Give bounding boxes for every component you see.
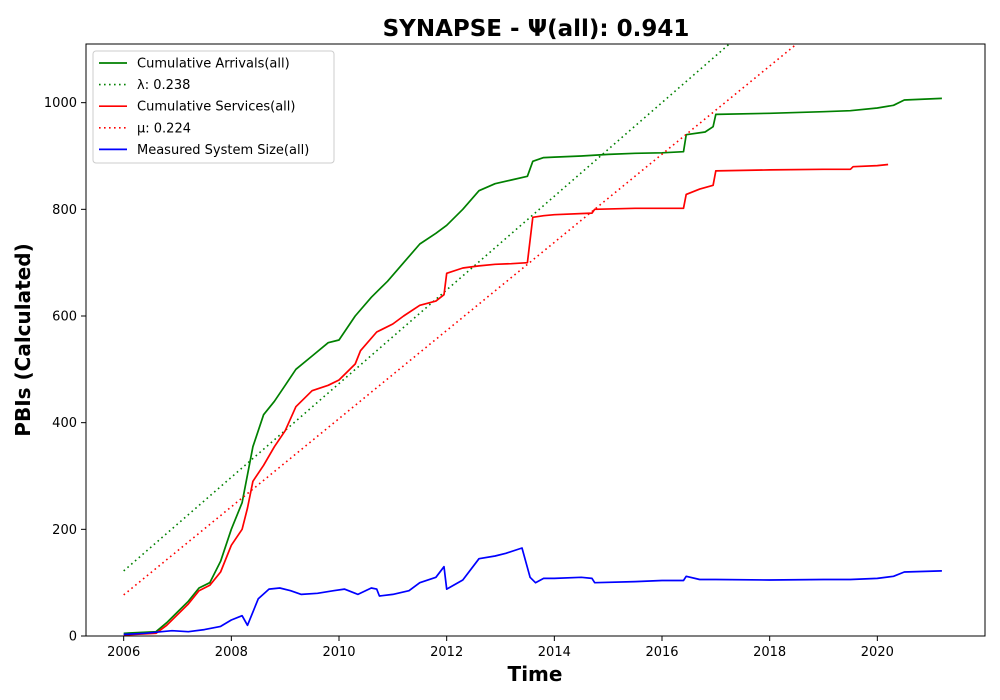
x-tick-label: 2014 <box>538 645 571 660</box>
chart-title: SYNAPSE - Ψ(all): 0.941 <box>383 16 690 42</box>
legend-label-4: Measured System Size(all) <box>137 143 309 158</box>
series-line-4 <box>124 548 942 634</box>
y-tick-label: 0 <box>69 630 77 645</box>
series-line-0 <box>124 98 942 633</box>
legend-label-1: λ: 0.238 <box>137 78 190 93</box>
x-tick-label: 2020 <box>861 645 894 660</box>
series-line-2 <box>124 165 888 635</box>
y-tick-label: 200 <box>52 523 77 538</box>
x-tick-label: 2010 <box>322 645 355 660</box>
x-tick-label: 2016 <box>645 645 678 660</box>
legend-label-2: Cumulative Services(all) <box>137 100 295 115</box>
x-tick-label: 2006 <box>107 645 140 660</box>
x-tick-label: 2018 <box>753 645 786 660</box>
legend-label-0: Cumulative Arrivals(all) <box>137 57 290 72</box>
y-tick-label: 1000 <box>44 96 77 111</box>
legend-label-3: μ: 0.224 <box>137 121 191 136</box>
x-tick-label: 2012 <box>430 645 463 660</box>
y-tick-label: 800 <box>52 203 77 218</box>
y-tick-label: 400 <box>52 416 77 431</box>
x-axis-label: Time <box>508 662 563 686</box>
legend: Cumulative Arrivals(all) λ: 0.238 Cumulati… <box>93 51 334 163</box>
x-tick-label: 2008 <box>215 645 248 660</box>
y-tick-label: 600 <box>52 310 77 325</box>
y-axis-label: PBIs (Calculated) <box>11 243 35 436</box>
